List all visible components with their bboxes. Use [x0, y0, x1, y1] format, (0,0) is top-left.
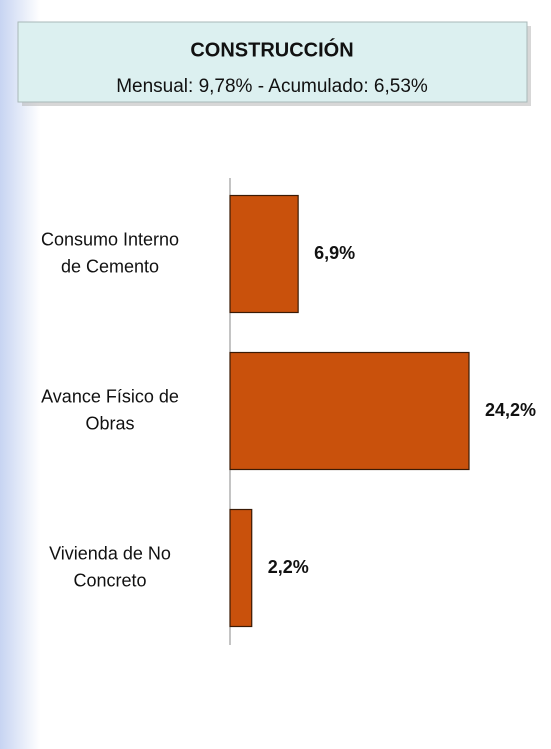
category-label: Consumo Interno de Cemento	[41, 229, 179, 276]
title-box	[17, 21, 528, 103]
bar	[229, 194, 299, 314]
chart-subtitle: Mensual: 9,78% - Acumulado: 6,53%	[116, 76, 428, 97]
category-label: Vivienda de No Concreto	[49, 543, 171, 590]
bar	[229, 508, 253, 628]
value-label: 2,2%	[268, 557, 309, 577]
value-label: 6,9%	[314, 243, 355, 263]
bar	[229, 351, 470, 471]
side-gradient	[0, 0, 40, 749]
value-label: 24,2%	[485, 400, 536, 420]
chart-title: CONSTRUCCIÓN	[190, 37, 353, 61]
category-label: Avance Físico de Obras	[41, 386, 179, 433]
